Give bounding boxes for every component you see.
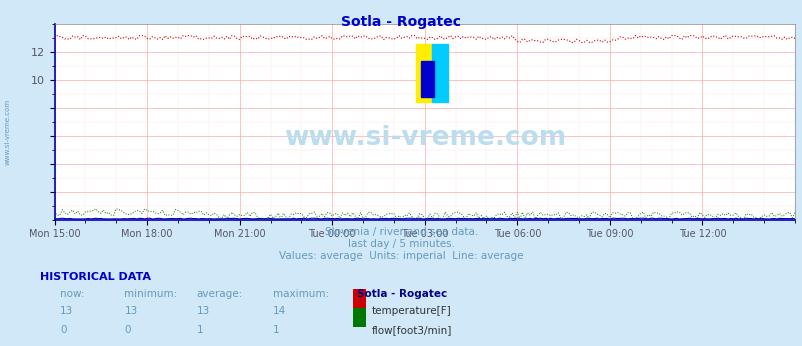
Text: 13: 13 [124,306,138,316]
Text: 13: 13 [60,306,74,316]
Text: 1: 1 [273,325,279,335]
Text: flow[foot3/min]: flow[foot3/min] [371,325,452,335]
Bar [431,44,448,102]
Text: Sotla - Rogatec: Sotla - Rogatec [341,15,461,28]
Text: 14: 14 [273,306,286,316]
Text: Sotla - Rogatec: Sotla - Rogatec [357,289,447,299]
Text: 1: 1 [196,325,203,335]
Bar [415,44,431,102]
Text: last day / 5 minutes.: last day / 5 minutes. [347,239,455,249]
Text: maximum:: maximum: [273,289,329,299]
Text: average:: average: [196,289,243,299]
Text: temperature[F]: temperature[F] [371,306,451,316]
Bar [420,61,433,97]
Text: 0: 0 [60,325,67,335]
Text: 13: 13 [196,306,210,316]
Text: 0: 0 [124,325,131,335]
Text: www.si-vreme.com: www.si-vreme.com [283,125,565,151]
Text: now:: now: [60,289,85,299]
Text: Slovenia / river and sea data.: Slovenia / river and sea data. [325,227,477,237]
Text: HISTORICAL DATA: HISTORICAL DATA [40,272,151,282]
Text: www.si-vreme.com: www.si-vreme.com [5,98,11,165]
Text: minimum:: minimum: [124,289,177,299]
Text: Values: average  Units: imperial  Line: average: Values: average Units: imperial Line: av… [279,251,523,261]
